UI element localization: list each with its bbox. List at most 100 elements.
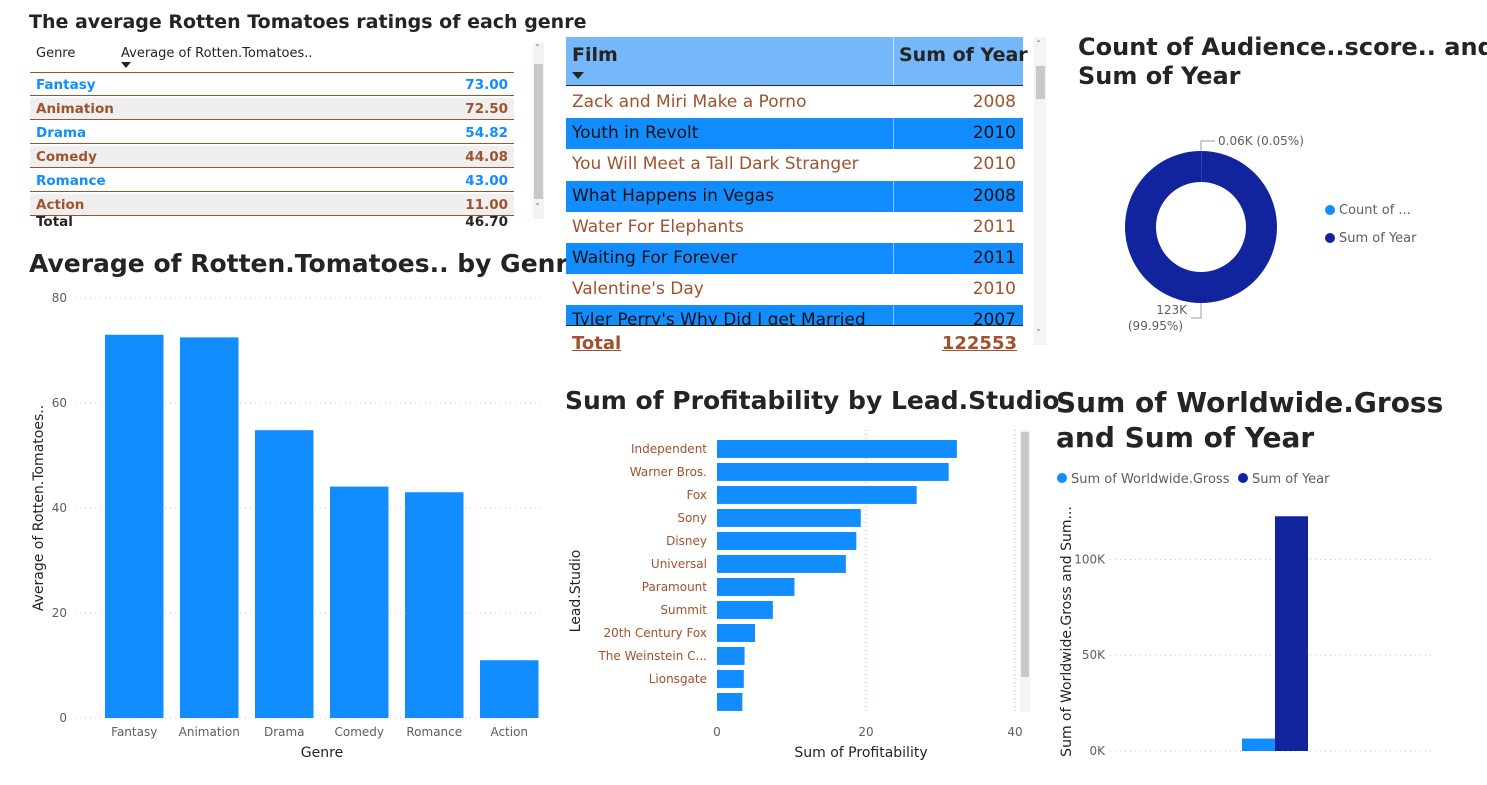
- column-series[interactable]: [1242, 738, 1275, 751]
- film-cell: Valentine's Day: [572, 279, 704, 300]
- bar-studio[interactable]: [717, 555, 846, 573]
- donut-chart[interactable]: 0.06K (0.05%) 123K (99.95%) Count of ... Sum…: [1060, 120, 1480, 340]
- bar-studio[interactable]: [717, 532, 857, 550]
- film-cell: Zack and Miri Make a Porno: [572, 92, 807, 112]
- table2-header-year[interactable]: Sum of Year: [899, 44, 1028, 66]
- table1-header-genre[interactable]: Genre: [36, 46, 76, 61]
- column-separator: [893, 211, 894, 243]
- column-separator: [893, 118, 894, 150]
- hbar-scrollbar-thumb[interactable]: [1021, 432, 1029, 677]
- x-tick-label: 40: [1007, 725, 1022, 739]
- y-axis-title: Sum of Worldwide.Gross and Sum...: [1059, 506, 1075, 757]
- bar-drama[interactable]: [255, 430, 314, 718]
- scroll-up-icon[interactable]: ˆ: [535, 44, 540, 55]
- x-tick-label: Animation: [179, 725, 240, 739]
- table-row[interactable]: Drama 54.82: [30, 122, 514, 144]
- table-row[interactable]: Fantasy 73.00: [30, 74, 514, 96]
- year-cell: 2008: [972, 92, 1016, 112]
- legend-label[interactable]: Sum of Worldwide.Gross: [1071, 472, 1230, 487]
- genre-cell: Fantasy: [36, 77, 96, 93]
- donut-label-large-pct: (99.95%): [1128, 319, 1183, 333]
- leader-line: [1200, 140, 1215, 151]
- table1-total-label: Total: [36, 214, 73, 230]
- y-tick-label: Independent: [631, 442, 707, 456]
- bar-comedy[interactable]: [330, 486, 389, 718]
- genre-cell: Romance: [36, 173, 106, 189]
- column-separator: [893, 149, 894, 181]
- film-cell: Waiting For Forever: [572, 248, 738, 268]
- bar-romance[interactable]: [405, 492, 464, 718]
- y-tick-label: Paramount: [642, 580, 708, 594]
- bar-fantasy[interactable]: [105, 334, 164, 718]
- legend-label[interactable]: Sum of Year: [1252, 472, 1330, 487]
- bar-chart-genre[interactable]: 0 20 40 60 80 Fantasy Animation Drama Comedy Roma…: [0, 280, 560, 770]
- x-tick-label: Romance: [406, 725, 462, 739]
- bar-studio[interactable]: [717, 578, 795, 596]
- table1-total-value: 46.70: [465, 214, 508, 230]
- bar-animation[interactable]: [180, 337, 239, 718]
- table-row[interactable]: Animation 72.50: [30, 98, 514, 120]
- sort-down-icon[interactable]: [121, 62, 131, 68]
- table-row[interactable]: You Will Meet a Tall Dark Stranger 2010: [566, 149, 1023, 181]
- bar-studio[interactable]: [717, 601, 773, 619]
- bar-studio[interactable]: [717, 647, 745, 665]
- leader-line: [1191, 303, 1202, 319]
- table2-scrollbar-thumb[interactable]: [1036, 66, 1045, 99]
- average-cell: 43.00: [465, 173, 508, 189]
- y-tick-label: The Weinstein C...: [597, 649, 707, 663]
- y-tick-label: 60: [52, 396, 67, 410]
- table-row[interactable]: Comedy 44.08: [30, 146, 514, 168]
- column-separator: [893, 87, 894, 118]
- average-cell: 44.08: [465, 149, 508, 165]
- bar-studio[interactable]: [717, 624, 755, 642]
- table-row[interactable]: Valentine's Day 2010: [566, 274, 1023, 306]
- table1-scrollbar-thumb[interactable]: [534, 64, 543, 199]
- scroll-down-icon[interactable]: ˇ: [535, 203, 540, 214]
- table2-body: Zack and Miri Make a Porno 2008 Youth in R…: [0, 0, 1100, 325]
- table2-scrollbar[interactable]: [1034, 37, 1046, 345]
- table1-header-divider: [30, 72, 514, 73]
- table1-header-average[interactable]: Average of Rotten.Tomatoes..: [121, 46, 313, 61]
- bar-studio[interactable]: [717, 440, 957, 458]
- table-row[interactable]: Romance 43.00: [30, 170, 514, 192]
- scroll-up-icon[interactable]: ˆ: [1036, 40, 1041, 51]
- year-cell: 2010: [972, 154, 1016, 175]
- scroll-down-icon[interactable]: ˇ: [1036, 329, 1041, 340]
- table-row[interactable]: Zack and Miri Make a Porno 2008: [566, 87, 1023, 118]
- y-tick-label: Universal: [651, 557, 707, 571]
- table-row[interactable]: Waiting For Forever 2011: [566, 243, 1023, 274]
- combo-chart[interactable]: 0K 50K 100K Sum of Worldwide.Gross Sum of Ye…: [1050, 462, 1470, 772]
- column-separator: [893, 274, 894, 306]
- bar-action[interactable]: [480, 660, 539, 718]
- y-axis-title: Average of Rotten.Tomatoes..: [31, 405, 47, 611]
- donut-title-line2: Sum of Year: [1078, 62, 1241, 90]
- table2-total-value: 122553: [941, 333, 1017, 354]
- sort-down-icon[interactable]: [572, 72, 584, 79]
- column-separator: [893, 305, 894, 325]
- table-row[interactable]: Youth in Revolt 2010: [566, 118, 1023, 150]
- table-row[interactable]: What Happens in Vegas 2008: [566, 180, 1023, 212]
- legend-label[interactable]: Count of ...: [1339, 203, 1411, 218]
- bar-studio[interactable]: [717, 486, 917, 504]
- donut-slice[interactable]: [1124, 151, 1277, 303]
- bar-studio[interactable]: [717, 693, 743, 711]
- table-row[interactable]: Tyler Perry's Why Did I get Married 2007: [566, 305, 1023, 325]
- bar-studio[interactable]: [717, 463, 949, 481]
- legend-label[interactable]: Sum of Year: [1339, 231, 1417, 246]
- average-cell: 11.00: [465, 197, 508, 213]
- table-row[interactable]: Action 11.00: [30, 194, 514, 216]
- x-tick-label: Fantasy: [111, 725, 157, 739]
- hbar-chart-studio[interactable]: 0 20 40 Independent Warner Bros. Fox Sony Disne…: [560, 420, 1040, 770]
- bar-studio[interactable]: [717, 670, 744, 688]
- bar-studio[interactable]: [717, 509, 861, 527]
- y-tick-label: 100K: [1074, 552, 1106, 566]
- column-series[interactable]: [1275, 516, 1308, 751]
- x-tick-label: 20: [858, 725, 873, 739]
- table2-header-film[interactable]: Film: [572, 44, 618, 66]
- year-cell: 2008: [972, 185, 1016, 206]
- column-separator: [893, 180, 894, 212]
- bar-chart-genre-title: Average of Rotten.Tomatoes.. by Genre: [29, 249, 585, 278]
- genre-cell: Animation: [36, 101, 114, 117]
- table-row[interactable]: Water For Elephants 2011: [566, 211, 1023, 243]
- hbar-chart-title: Sum of Profitability by Lead.Studio: [565, 386, 1060, 415]
